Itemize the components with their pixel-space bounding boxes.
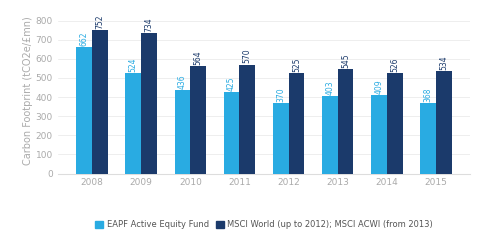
Bar xyxy=(92,30,108,174)
Text: 425: 425 xyxy=(227,77,236,91)
Bar xyxy=(322,96,337,174)
Bar xyxy=(125,73,141,174)
Bar xyxy=(76,47,92,174)
Text: 570: 570 xyxy=(243,49,252,63)
Text: 752: 752 xyxy=(96,14,105,29)
Text: 525: 525 xyxy=(292,58,301,72)
Bar xyxy=(371,95,387,174)
Text: 403: 403 xyxy=(325,81,335,95)
Bar xyxy=(240,65,255,174)
Text: 524: 524 xyxy=(129,58,138,72)
Bar xyxy=(436,71,452,174)
Text: 564: 564 xyxy=(193,50,203,65)
Bar xyxy=(288,73,304,174)
Bar xyxy=(141,33,157,174)
Y-axis label: Carbon Footprint (tCO2e/£mn): Carbon Footprint (tCO2e/£mn) xyxy=(23,16,33,165)
Bar xyxy=(175,90,191,174)
Bar xyxy=(224,92,240,174)
Text: 370: 370 xyxy=(276,87,285,102)
Text: 545: 545 xyxy=(341,54,350,68)
Bar xyxy=(337,69,353,174)
Text: 734: 734 xyxy=(144,17,154,32)
Bar xyxy=(191,66,206,174)
Text: 662: 662 xyxy=(80,31,89,46)
Text: 409: 409 xyxy=(374,80,384,94)
Bar xyxy=(387,73,403,174)
Text: 436: 436 xyxy=(178,74,187,89)
Legend: EAPF Active Equity Fund, MSCI World (up to 2012); MSCI ACWI (from 2013): EAPF Active Equity Fund, MSCI World (up … xyxy=(92,217,436,233)
Text: 368: 368 xyxy=(423,87,432,102)
Text: 534: 534 xyxy=(439,56,448,70)
Text: 526: 526 xyxy=(390,57,399,72)
Bar xyxy=(273,103,288,174)
Bar xyxy=(420,103,436,174)
